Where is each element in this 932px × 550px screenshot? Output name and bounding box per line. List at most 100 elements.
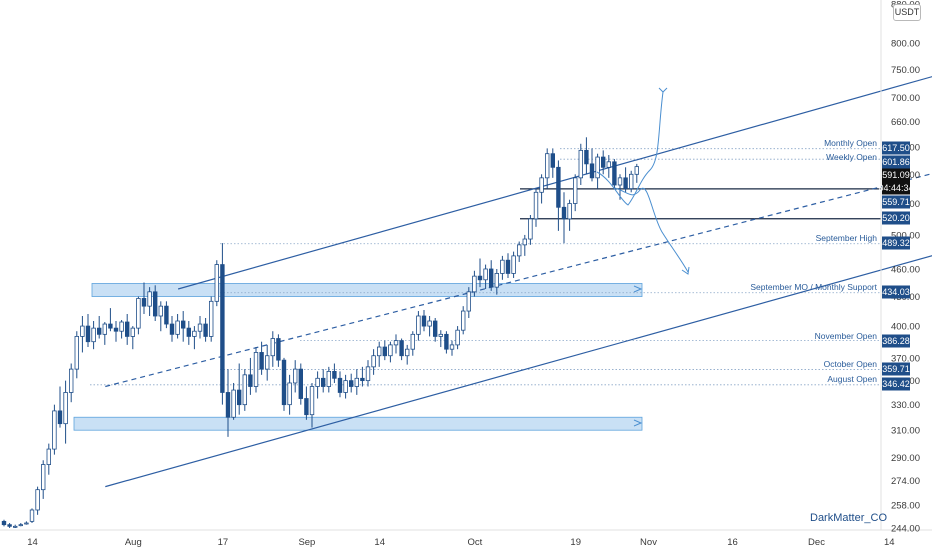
candle-body (488, 268, 494, 288)
channel-upper-line (177, 76, 932, 290)
candle-body (348, 380, 354, 387)
candle-body (158, 305, 163, 317)
price-tag-box (882, 141, 910, 155)
candlestick-series (1, 137, 639, 528)
candle-body (455, 329, 460, 346)
horizontal-levels (90, 148, 881, 386)
candle-body (432, 320, 438, 337)
price-tick-label: 330.00 (891, 400, 920, 411)
candle-body (102, 323, 107, 335)
candle-body (589, 163, 595, 179)
price-tick-label: 274.00 (891, 476, 920, 487)
candle-body (18, 524, 23, 527)
candle-body (46, 448, 51, 465)
candle-body (186, 327, 191, 337)
price-tag-value: 591.09 (882, 170, 910, 180)
time-axis[interactable]: 14Aug17Sep14Oct19Nov16Dec14202118Feb15Ma… (27, 537, 932, 548)
candle-body (208, 300, 214, 337)
candle-body (382, 346, 387, 357)
candle-body (483, 268, 488, 281)
candle-body (315, 377, 320, 387)
level-caption: November Open (815, 331, 878, 341)
price-tag-box (882, 155, 910, 169)
price-tick-label: 258.00 (891, 501, 920, 512)
level-caption: August Open (827, 374, 877, 384)
candle-body (612, 161, 617, 186)
projection-up-path (596, 91, 664, 206)
candle-body (343, 380, 348, 393)
price-tick-label: 310.00 (891, 426, 920, 437)
channel-mid-line (105, 173, 932, 388)
candle-body (203, 323, 208, 337)
currency-badge[interactable]: USDT (893, 4, 921, 21)
candle-body (365, 366, 371, 382)
candle-body (147, 291, 152, 307)
candle-body (136, 298, 141, 329)
candle-body (281, 359, 287, 406)
candle-body (326, 370, 331, 387)
candle-body (125, 321, 130, 337)
candle-body (69, 368, 74, 393)
candle-body (12, 525, 18, 528)
candle-body (533, 191, 539, 220)
price-tag-box (882, 236, 910, 250)
candle-body (298, 368, 303, 399)
candle-body (449, 344, 455, 350)
time-tick-label: Oct (468, 537, 483, 548)
zone-arrow-lower (633, 419, 643, 427)
time-tick-label: Aug (125, 537, 142, 548)
candle-body (108, 323, 113, 329)
level-caption: October Open (824, 359, 878, 369)
price-tag-value: 559.71 (882, 197, 910, 207)
price-tag-box (882, 181, 910, 195)
candle-body (175, 320, 180, 335)
candle-body (545, 153, 550, 179)
candle-body (472, 275, 477, 293)
candle-body (421, 315, 427, 327)
price-tag-value: 489.32 (882, 238, 910, 248)
candle-body (214, 264, 219, 302)
candle-body (41, 464, 46, 491)
price-tick-label: 660.00 (891, 117, 920, 128)
price-tag-value: 434.03 (882, 287, 910, 297)
projection-arrows (596, 87, 690, 427)
channel-lower-line (105, 255, 932, 488)
time-tick-label: Nov (640, 537, 657, 548)
candle-body (567, 203, 572, 220)
time-tick-label: 19 (570, 537, 581, 548)
candle-body (404, 348, 410, 357)
candle-body (332, 370, 337, 379)
price-tag-box (882, 285, 910, 299)
candle-body (416, 315, 421, 335)
candle-body (427, 320, 432, 327)
price-tag-box (882, 195, 910, 209)
candle-body (225, 392, 231, 418)
candle-body (192, 330, 197, 337)
candle-body (113, 327, 119, 332)
candle-body (410, 333, 415, 350)
candle-body (539, 177, 544, 193)
candle-body (7, 524, 12, 527)
price-tick-label: 800.00 (891, 38, 920, 49)
candle-body (393, 340, 399, 346)
candle-body (561, 206, 567, 220)
candle-body (606, 161, 611, 168)
candle-body (80, 325, 85, 337)
time-tick-label: 16 (727, 537, 738, 548)
candle-body (164, 305, 169, 325)
price-axis[interactable]: 880.00800.00750.00700.00660.00620.00580.… (891, 0, 920, 535)
candle-body (231, 389, 236, 418)
candle-body (517, 244, 522, 257)
candle-body (24, 522, 29, 525)
candle-body (85, 325, 91, 343)
candle-body (360, 377, 365, 382)
candle-body (304, 398, 309, 416)
candle-body (253, 352, 259, 387)
candle-body (57, 410, 63, 425)
time-tick-label: Dec (808, 537, 825, 548)
candle-body (595, 156, 600, 179)
price-tag-box (882, 211, 910, 225)
candle-body (550, 153, 555, 168)
price-tag-box (882, 362, 910, 376)
